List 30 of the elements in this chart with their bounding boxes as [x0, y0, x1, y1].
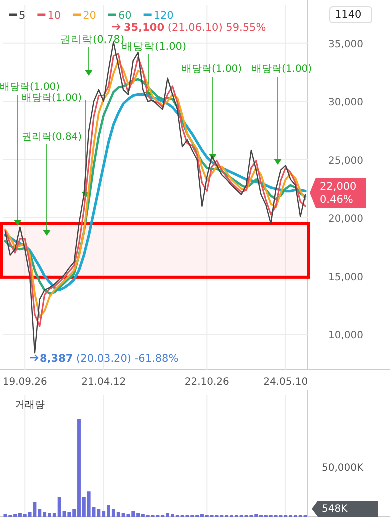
legend-label: 120: [154, 10, 174, 22]
y-tick-label: 10,000: [328, 330, 364, 342]
y-tick-label: 35,000: [328, 39, 364, 50]
legend-label: 20: [83, 10, 96, 22]
y-tick-label: 20,000: [328, 214, 364, 226]
y-tick-label: 25,000: [328, 156, 364, 167]
annotation: 배당락(1.00): [22, 93, 82, 104]
x-tick-label: 22.10.26: [184, 377, 230, 388]
x-tick-label: 21.04.12: [82, 377, 126, 388]
annotation: 8,387 (20.03.20) -61.88%: [40, 353, 179, 365]
legend-label: 10: [48, 10, 62, 22]
text: 1140: [335, 9, 362, 21]
annotation: 권리락(0.78): [60, 34, 125, 46]
x-tick-label: 19.09.26: [2, 377, 48, 388]
y-tick-label: 15,000: [328, 272, 364, 284]
y-tick-label: 30,000: [328, 98, 364, 109]
text: 50,000K: [322, 463, 364, 474]
chart-title: 거래량: [15, 400, 45, 411]
annotation: 권리락(0.84): [22, 132, 82, 143]
text: 548K: [322, 504, 348, 515]
text: 22,000: [320, 181, 357, 193]
x-tick-label: 24.05.10: [264, 377, 308, 388]
annotation: 배당락(1.00): [182, 64, 242, 75]
text: 0.46%: [320, 194, 354, 206]
annotation: 배당락(1.00): [122, 41, 187, 53]
annotation: 배당락(1.00): [0, 82, 60, 93]
legend-label: 5: [19, 10, 26, 22]
annotation: 35,100 (21.06.10) 59.55%: [124, 22, 266, 34]
legend-label: 60: [118, 10, 132, 22]
annotation: 배당락(1.00): [252, 64, 312, 75]
